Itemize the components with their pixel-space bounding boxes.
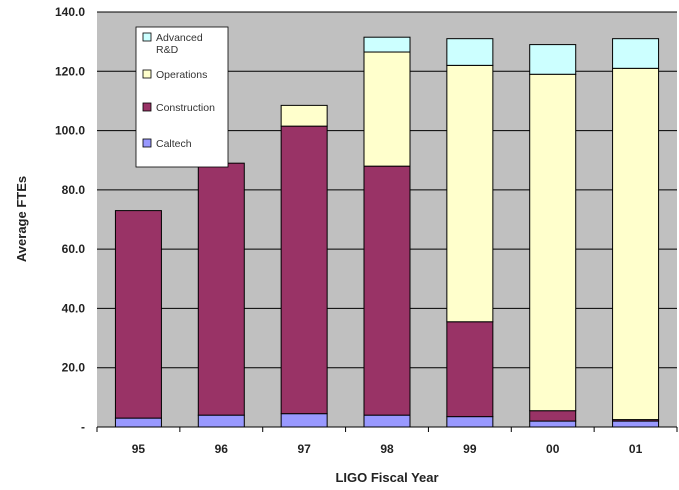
legend-swatch <box>142 102 152 112</box>
bar-segment-operations <box>446 64 494 323</box>
bar-segment-operations <box>280 104 328 127</box>
y-tick-label: 120.0 <box>55 64 85 78</box>
x-tick-label: 00 <box>546 442 560 456</box>
bar-segment-advanced-r-d <box>612 38 660 69</box>
bars <box>114 36 660 428</box>
bar-segment-construction <box>197 162 245 416</box>
bar-segment-caltech <box>529 420 577 428</box>
y-tick-label: 60.0 <box>62 242 86 256</box>
y-tick-label: 20.0 <box>62 361 86 375</box>
bar-segment-construction <box>446 321 494 418</box>
y-tick-label: 100.0 <box>55 124 85 138</box>
x-tick-label: 96 <box>215 442 229 456</box>
x-tick-labels: 95 96 97 98 99 00 01 <box>96 427 678 456</box>
x-tick-label: 01 <box>629 442 643 456</box>
bar-segment-operations <box>612 67 660 421</box>
bar-segment-caltech <box>114 417 162 428</box>
legend-label: Construction <box>156 102 215 114</box>
bar-segment-caltech <box>197 414 245 428</box>
x-axis-title: LIGO Fiscal Year <box>335 470 438 485</box>
legend-label: Caltech <box>156 138 192 150</box>
y-tick-label: 80.0 <box>62 183 86 197</box>
bar-segment-construction <box>280 125 328 415</box>
x-tick-label: 98 <box>380 442 394 456</box>
bar-segment-construction <box>529 410 577 422</box>
legend-swatch <box>142 69 152 79</box>
y-tick-label: 140.0 <box>55 5 85 19</box>
legend-swatch <box>142 32 152 42</box>
x-tick-label: 99 <box>463 442 477 456</box>
legend-label: R&D <box>156 44 179 56</box>
bar-segment-advanced-r-d <box>529 44 577 75</box>
legend-label: Advanced <box>156 32 203 44</box>
bar-segment-advanced-r-d <box>446 38 494 66</box>
x-tick-label: 97 <box>297 442 311 456</box>
bar-segment-operations <box>529 73 577 412</box>
legend-label: Operations <box>156 69 207 81</box>
y-tick-label: - <box>81 420 85 434</box>
bar-segment-caltech <box>612 420 660 428</box>
bar-segment-operations <box>363 51 411 167</box>
y-tick-labels: - 20.0 40.0 60.0 80.0 100.0 120.0 140.0 <box>55 5 85 434</box>
y-tick-label: 40.0 <box>62 301 86 315</box>
bar-segment-caltech <box>280 413 328 428</box>
bar-segment-construction <box>363 165 411 416</box>
bar-segment-caltech <box>446 416 494 428</box>
y-axis-title: Average FTEs <box>14 176 29 262</box>
legend-swatch <box>142 138 152 148</box>
x-tick-label: 95 <box>132 442 146 456</box>
bar-segment-caltech <box>363 414 411 428</box>
bar-segment-construction <box>114 210 162 419</box>
bar-segment-advanced-r-d <box>363 36 411 53</box>
